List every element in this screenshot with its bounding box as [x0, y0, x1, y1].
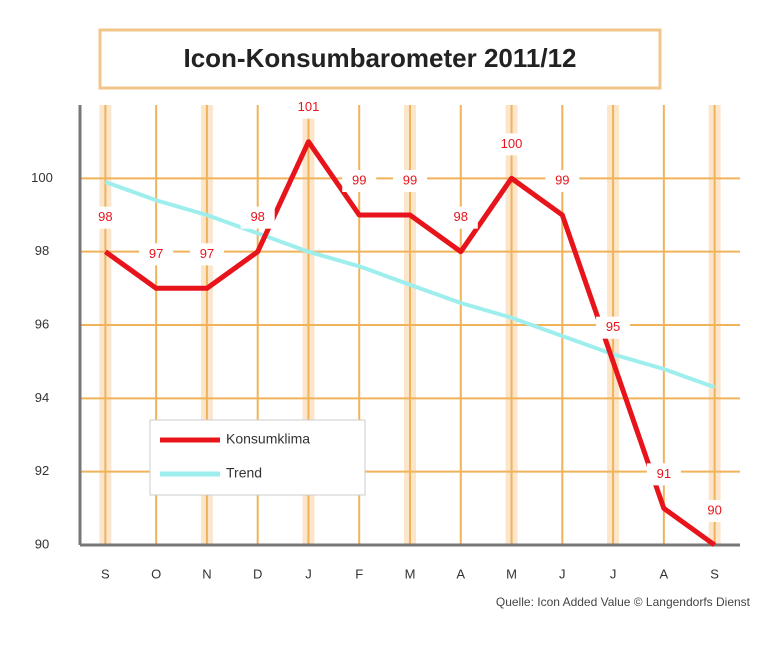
data-label: 90 [707, 502, 721, 517]
legend-label: Trend [226, 465, 262, 481]
label-bg [393, 170, 427, 192]
data-label: 95 [606, 319, 620, 334]
x-tick-label: S [710, 566, 719, 581]
chart-title: Icon-Konsumbarometer 2011/12 [183, 43, 576, 73]
data-label: 99 [352, 172, 366, 187]
x-tick-label: J [305, 566, 312, 581]
x-tick-label: N [202, 566, 211, 581]
source: Quelle: Icon Added Value © Langendorfs D… [496, 595, 751, 609]
label-bg [646, 463, 681, 486]
x-tick-label: D [253, 566, 262, 581]
x-tick-label: A [660, 566, 669, 581]
x-tick-label: O [151, 566, 161, 581]
y-tick-label: 94 [35, 390, 49, 405]
x-tick-label: J [559, 566, 566, 581]
data-label: 98 [98, 209, 112, 224]
legend-box [149, 419, 366, 496]
x-tick-label: A [456, 566, 465, 581]
label-bg [189, 243, 224, 266]
label-bg [88, 206, 123, 229]
x-tick-label: M [405, 566, 416, 581]
data-label: 100 [501, 136, 523, 151]
label-bg [291, 96, 326, 119]
y-tick-label: 100 [31, 170, 53, 185]
x-tick-label: J [610, 566, 617, 581]
data-label: 101 [298, 99, 320, 114]
title-box [98, 28, 662, 90]
x-tick-label: S [101, 566, 110, 581]
label-bg [545, 170, 580, 192]
y-tick-label: 90 [35, 536, 49, 551]
label-bg [494, 133, 529, 156]
x-tick-label: M [506, 566, 517, 581]
data-label: 98 [454, 209, 468, 224]
data-label: 98 [250, 209, 264, 224]
data-label: 99 [555, 172, 569, 187]
y-tick-label: 92 [35, 463, 49, 478]
data-label: 99 [403, 172, 417, 187]
series-line [103, 139, 717, 548]
data-label: 97 [200, 246, 214, 261]
label-bg [443, 206, 478, 229]
label-bg [342, 170, 377, 192]
label-bg [596, 316, 631, 339]
data-label: 91 [657, 466, 671, 481]
label-bg [240, 206, 275, 229]
y-tick-label: 96 [35, 316, 49, 331]
x-tick-label: F [355, 566, 363, 581]
legend-label: Konsumklima [226, 431, 310, 447]
label-bg [139, 243, 174, 266]
y-tick-label: 98 [35, 243, 49, 258]
data-label: 97 [149, 246, 163, 261]
label-bg [697, 500, 732, 522]
